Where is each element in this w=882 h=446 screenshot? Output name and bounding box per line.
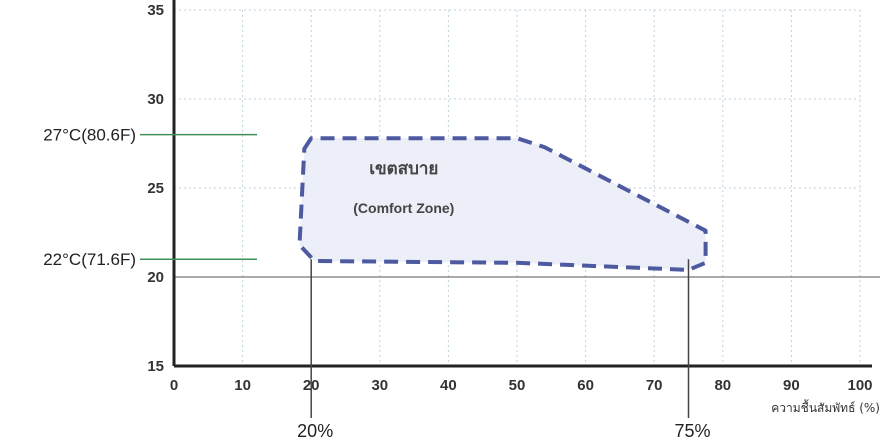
y-tick-label-1: 20 bbox=[147, 269, 164, 286]
x-tick-label-0: 0 bbox=[170, 377, 178, 394]
x-axis-label: ความชื้นสัมพัทธ์ (%) bbox=[771, 399, 880, 415]
y-tick-label-4: 35 bbox=[147, 2, 164, 19]
temperature-marker-label-0: 27°C(80.6F) bbox=[43, 126, 136, 145]
humidity-markers: 20% 75% bbox=[297, 259, 711, 441]
x-tick-label-1: 10 bbox=[234, 377, 251, 394]
x-tick-label-8: 80 bbox=[714, 377, 731, 394]
humidity-marker-label-1: 75% bbox=[674, 421, 710, 441]
comfort-zone-thai-label: เขตสบาย bbox=[369, 159, 438, 178]
y-tick-label-3: 30 bbox=[147, 91, 164, 108]
x-tick-label-7: 70 bbox=[646, 377, 663, 394]
temperature-markers: 27°C(80.6F) 22°C(71.6F) bbox=[43, 126, 257, 269]
humidity-marker-label-0: 20% bbox=[297, 421, 333, 441]
x-tick-label-5: 50 bbox=[509, 377, 526, 394]
x-axis-ticks: 0 10 20 30 40 50 60 70 80 90 100 bbox=[170, 377, 873, 394]
comfort-zone-english-label: (Comfort Zone) bbox=[353, 200, 454, 216]
x-tick-label-3: 30 bbox=[371, 377, 388, 394]
x-tick-label-6: 60 bbox=[577, 377, 594, 394]
x-tick-label-4: 40 bbox=[440, 377, 457, 394]
x-tick-label-9: 90 bbox=[783, 377, 800, 394]
y-axis-ticks: 15 20 25 30 35 bbox=[147, 2, 164, 375]
y-tick-label-0: 15 bbox=[147, 358, 164, 375]
temperature-marker-label-1: 22°C(71.6F) bbox=[43, 250, 136, 269]
comfort-zone-area bbox=[297, 136, 708, 272]
y-tick-label-2: 25 bbox=[147, 180, 164, 197]
x-tick-label-10: 100 bbox=[847, 377, 872, 394]
